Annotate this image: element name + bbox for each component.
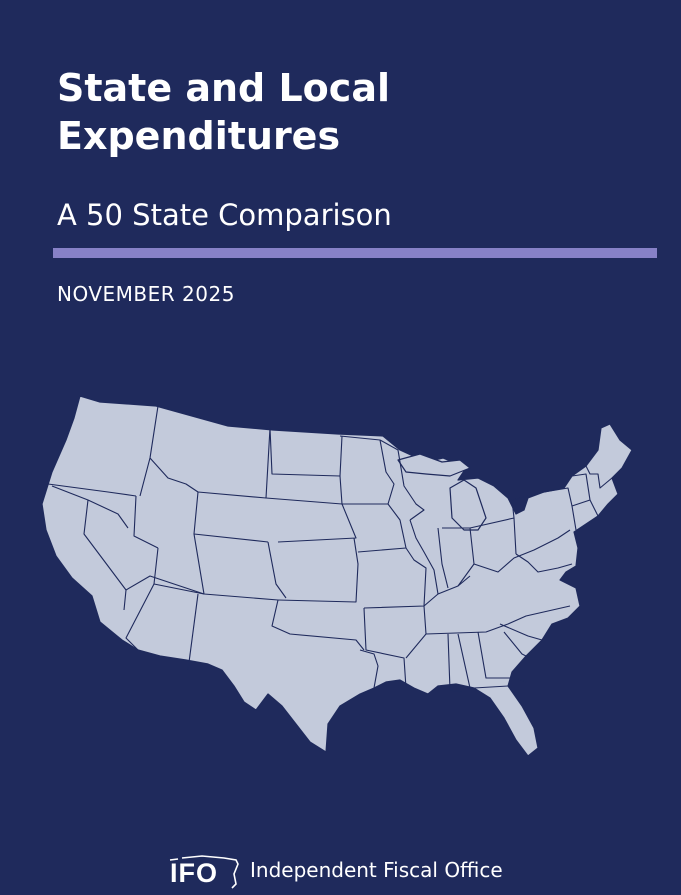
subtitle: A 50 State Comparison [57,198,392,232]
us-states-map [41,395,633,757]
page-title: State and Local Expenditures [57,64,657,160]
michigan-lower [449,479,487,531]
organization-name: Independent Fiscal Office [250,858,503,882]
title-line-1: State and Local [57,66,390,110]
ifo-logo-icon: IFO [169,855,239,889]
michigan-upper [397,453,471,477]
publication-date: NOVEMBER 2025 [57,282,235,306]
title-line-2: Expenditures [57,114,341,158]
footer: IFO Independent Fiscal Office [168,850,503,890]
accent-rule [53,248,657,258]
svg-text:IFO: IFO [170,858,218,888]
us-map-outline [41,395,633,757]
